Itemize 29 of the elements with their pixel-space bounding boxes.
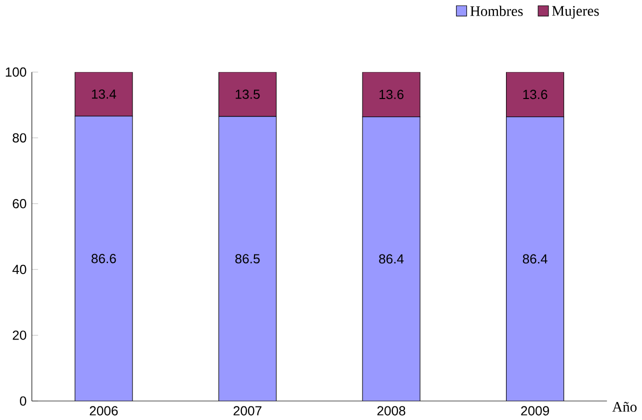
data-label: 86.5 [235,254,260,264]
x-tick-label: 2007 [234,406,262,416]
y-tick-label: 60 [12,198,26,208]
bar [218,72,277,117]
bar [74,116,132,401]
data-label: 86.4 [379,254,404,264]
x-tick-label: 2006 [90,406,118,416]
x-axis-title: Año [612,402,637,412]
data-label: 13.6 [380,90,404,99]
x-tick-label: 2009 [521,406,549,416]
y-tick-label: 40 [12,264,26,274]
legend-label: Hombres [470,6,523,16]
y-tick-label: 20 [12,330,26,340]
data-label: 13.5 [236,89,260,99]
data-label: 86.4 [522,254,548,264]
data-label: 13.6 [523,90,548,99]
bar [506,116,564,401]
data-label: 13.4 [92,89,116,99]
y-tick-label: 0 [20,396,26,406]
legend-label: Mujeres [552,6,599,19]
bar [74,72,133,116]
bar [362,116,420,401]
x-tick-label: 2008 [377,406,406,416]
bar [362,72,420,117]
y-tick-label: 80 [12,133,26,142]
y-tick-label: 100 [6,67,26,77]
bar [218,116,276,401]
bar [506,72,564,117]
data-label: 86.6 [92,254,116,264]
